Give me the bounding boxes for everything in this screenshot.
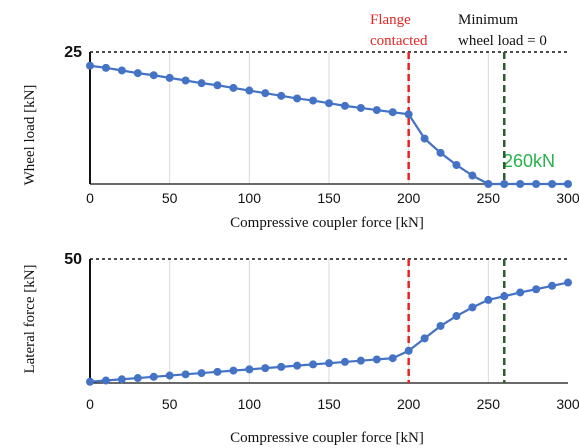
- data-point: [245, 365, 253, 373]
- data-point: [373, 106, 381, 114]
- data-point: [150, 71, 158, 79]
- data-point: [309, 360, 317, 368]
- data-point: [293, 362, 301, 370]
- data-point: [198, 79, 206, 87]
- x-tick-label: 250: [477, 396, 501, 412]
- lateral-force-chart: 0 50 100 150 200 250 300 50: [64, 251, 579, 412]
- data-point: [405, 347, 413, 355]
- data-point: [468, 172, 476, 180]
- x-tick-label: 200: [397, 190, 421, 206]
- data-point: [516, 180, 524, 188]
- x-tick-label: 0: [86, 396, 94, 412]
- data-point: [166, 74, 174, 82]
- data-point: [564, 279, 572, 287]
- data-point: [500, 292, 508, 300]
- data-point: [182, 370, 190, 378]
- x-tick-label: 150: [317, 396, 341, 412]
- data-point: [389, 108, 397, 116]
- x-tick-label: 50: [162, 396, 178, 412]
- x-tick-label: 300: [556, 396, 579, 412]
- data-point: [357, 357, 365, 365]
- data-point: [277, 92, 285, 100]
- data-point: [134, 374, 142, 382]
- data-point: [389, 354, 397, 362]
- data-point: [245, 87, 253, 95]
- data-point: [548, 180, 556, 188]
- data-point: [325, 99, 333, 107]
- data-point: [452, 312, 460, 320]
- flange-line1-label: Flange: [370, 12, 411, 28]
- data-point: [166, 372, 174, 380]
- data-point: [484, 180, 492, 188]
- data-point: [213, 368, 221, 376]
- data-point: [309, 97, 317, 105]
- data-point: [293, 94, 301, 102]
- data-point: [437, 322, 445, 330]
- data-point: [532, 180, 540, 188]
- x-tick-label: 300: [556, 190, 579, 206]
- x-tick-label: 150: [317, 190, 341, 206]
- data-point: [357, 104, 365, 112]
- data-point: [484, 296, 492, 304]
- data-point: [198, 369, 206, 377]
- data-point: [229, 84, 237, 92]
- data-point: [150, 373, 158, 381]
- 260kn-label: 260kN: [503, 151, 555, 171]
- x-tick-label: 250: [477, 190, 501, 206]
- minimum-line2-label: wheel load = 0: [458, 33, 547, 49]
- data-point: [102, 377, 110, 385]
- data-point: [261, 364, 269, 372]
- x-tick-label: 50: [162, 190, 178, 206]
- data-point: [325, 359, 333, 367]
- x-tick-label: 200: [397, 396, 421, 412]
- x-tick-label: 100: [238, 396, 262, 412]
- data-point: [500, 180, 508, 188]
- data-point: [341, 102, 349, 110]
- top-xlabel: Compressive coupler force [kN]: [230, 215, 424, 231]
- data-point: [452, 161, 460, 169]
- y-tick-label: 25: [64, 44, 82, 61]
- data-point: [229, 367, 237, 375]
- data-point: [564, 180, 572, 188]
- data-point: [468, 303, 476, 311]
- data-point: [532, 285, 540, 293]
- data-point: [421, 135, 429, 143]
- data-point: [134, 69, 142, 77]
- data-point: [261, 89, 269, 97]
- data-point: [118, 375, 126, 383]
- data-point: [182, 77, 190, 85]
- data-point: [373, 355, 381, 363]
- data-point: [516, 288, 524, 296]
- x-tick-label: 100: [238, 190, 262, 206]
- data-point: [437, 149, 445, 157]
- data-point: [405, 110, 413, 118]
- top-ylabel: Wheel load [kN]: [22, 85, 38, 186]
- x-tick-label: 0: [86, 190, 94, 206]
- y-tick-label: 50: [64, 251, 82, 268]
- minimum-line1-label: Minimum: [458, 12, 518, 28]
- data-point: [86, 62, 94, 70]
- bottom-ylabel: Lateral force [kN]: [22, 264, 38, 373]
- data-point: [548, 282, 556, 290]
- data-point: [277, 363, 285, 371]
- bottom-xlabel: Compressive coupler force [kN]: [230, 430, 424, 446]
- data-point: [86, 378, 94, 386]
- wheel-load-chart: 0 50 100 150 200 250 300 25: [64, 44, 579, 206]
- data-point: [341, 358, 349, 366]
- flange-line2-label: contacted: [370, 33, 428, 49]
- data-point: [213, 81, 221, 89]
- data-point: [421, 334, 429, 342]
- data-point: [102, 64, 110, 72]
- data-point: [118, 66, 126, 74]
